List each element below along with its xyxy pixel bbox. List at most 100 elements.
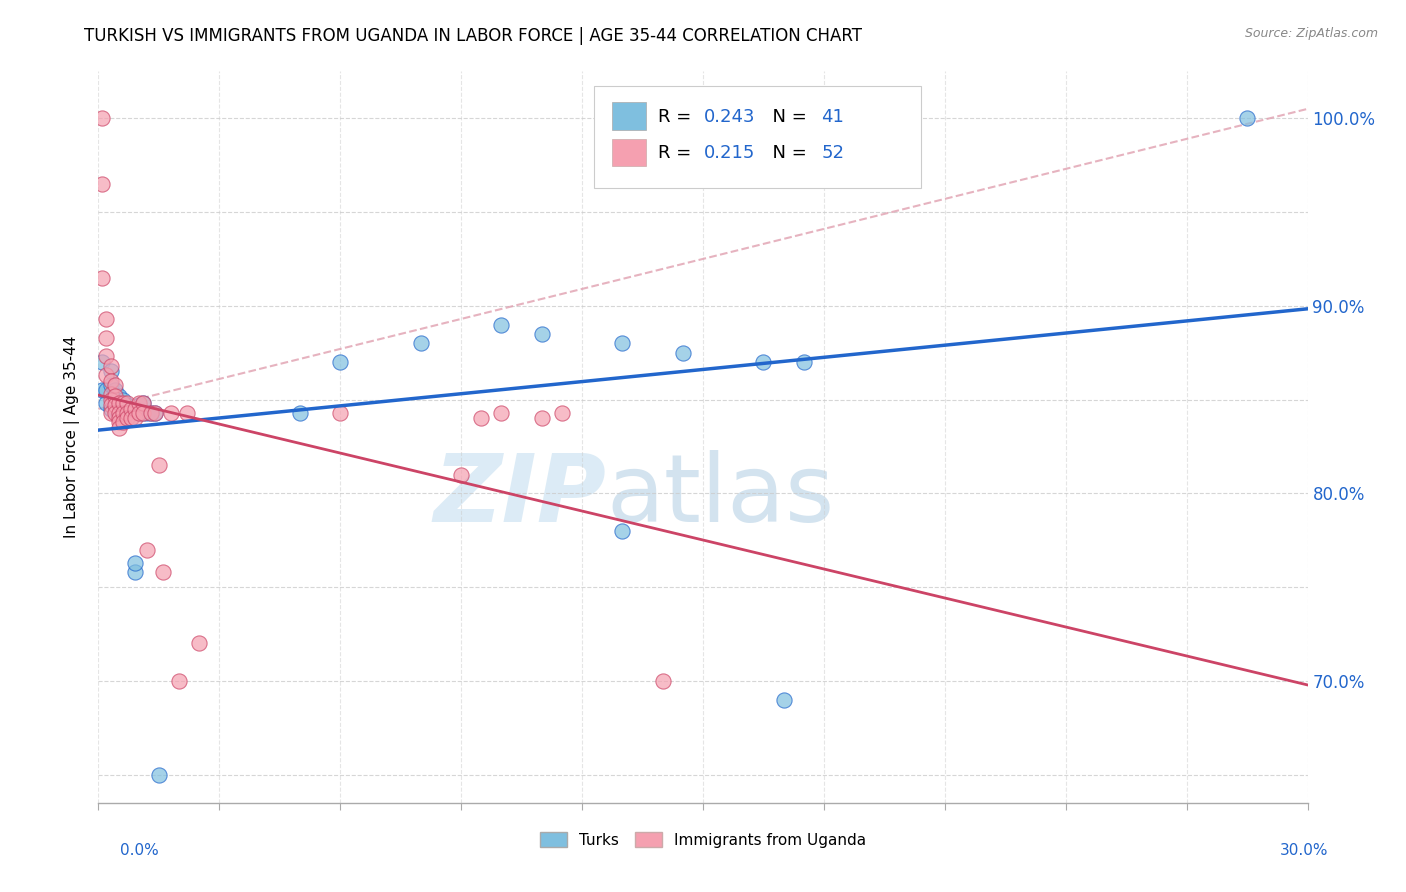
Point (91, 355, 114, 369)
Point (91, 177, 114, 191)
Point (103, 392, 125, 407)
Text: 30.0%: 30.0% (1281, 843, 1329, 858)
Point (91, 383, 114, 397)
Point (124, 556, 146, 570)
Point (128, 398, 150, 412)
Point (143, 406, 166, 420)
Point (135, 542, 157, 557)
Text: 0.243: 0.243 (704, 108, 755, 126)
Text: atlas: atlas (606, 450, 835, 541)
Point (91, 112, 114, 126)
Text: N =: N = (761, 145, 813, 162)
Text: N =: N = (761, 108, 813, 126)
Point (111, 415, 134, 429)
Point (612, 336, 634, 351)
Point (152, 565, 174, 579)
Point (450, 467, 472, 482)
Point (530, 326, 553, 341)
Point (96, 312, 118, 326)
Y-axis label: In Labor Force | Age 35-44: In Labor Force | Age 35-44 (63, 336, 80, 538)
Point (672, 345, 695, 359)
Point (107, 411, 129, 425)
Point (120, 411, 142, 425)
Point (100, 359, 122, 373)
Point (132, 406, 155, 420)
Text: 0.215: 0.215 (704, 145, 755, 162)
Point (111, 406, 134, 420)
Point (115, 396, 138, 410)
Point (107, 396, 129, 410)
Point (120, 401, 142, 416)
Point (107, 415, 129, 429)
Point (772, 692, 794, 706)
Point (128, 396, 150, 410)
Point (470, 411, 492, 425)
Point (128, 406, 150, 420)
Text: 41: 41 (821, 108, 845, 126)
Point (132, 406, 155, 420)
Point (124, 565, 146, 579)
Point (100, 374, 122, 388)
Point (167, 673, 190, 688)
Point (115, 398, 138, 412)
Point (148, 767, 170, 781)
Point (103, 406, 125, 420)
Point (148, 458, 170, 473)
Point (409, 336, 432, 351)
Point (1236, 112, 1258, 126)
Point (120, 401, 142, 416)
Point (651, 673, 673, 688)
Point (139, 406, 162, 420)
Point (103, 389, 125, 403)
Text: 0.0%: 0.0% (120, 843, 159, 858)
Point (103, 401, 125, 416)
Point (96, 396, 118, 410)
Point (96, 383, 118, 397)
Point (329, 406, 352, 420)
Point (124, 401, 146, 416)
Point (107, 406, 129, 420)
Point (128, 406, 150, 420)
Point (160, 406, 183, 420)
Point (115, 411, 138, 425)
Point (530, 411, 553, 425)
Point (551, 406, 574, 420)
Point (107, 389, 129, 403)
Point (100, 377, 122, 392)
Point (752, 355, 775, 369)
Point (188, 636, 211, 650)
Point (100, 392, 122, 407)
Point (491, 318, 513, 332)
Point (100, 387, 122, 401)
Point (115, 406, 138, 420)
Legend: Turks, Immigrants from Uganda: Turks, Immigrants from Uganda (533, 825, 873, 854)
Point (103, 398, 125, 412)
Point (143, 406, 166, 420)
FancyBboxPatch shape (613, 102, 647, 130)
Point (103, 383, 125, 397)
Point (111, 396, 134, 410)
Point (176, 406, 198, 420)
Point (111, 392, 134, 407)
Point (107, 398, 129, 412)
Point (124, 411, 146, 425)
Point (91, 270, 114, 285)
Point (107, 406, 129, 420)
Point (96, 368, 118, 383)
Point (612, 524, 634, 538)
Point (107, 420, 129, 434)
Text: R =: R = (658, 145, 697, 162)
Text: Source: ZipAtlas.com: Source: ZipAtlas.com (1244, 27, 1378, 40)
Point (132, 396, 155, 410)
FancyBboxPatch shape (613, 138, 647, 167)
Text: ZIP: ZIP (433, 450, 606, 541)
Point (135, 406, 157, 420)
Point (793, 355, 815, 369)
Point (132, 396, 155, 410)
Point (96, 331, 118, 345)
Point (288, 406, 311, 420)
Point (139, 406, 162, 420)
Point (103, 377, 125, 392)
Text: TURKISH VS IMMIGRANTS FROM UGANDA IN LABOR FORCE | AGE 35-44 CORRELATION CHART: TURKISH VS IMMIGRANTS FROM UGANDA IN LAB… (84, 27, 862, 45)
Point (111, 406, 134, 420)
